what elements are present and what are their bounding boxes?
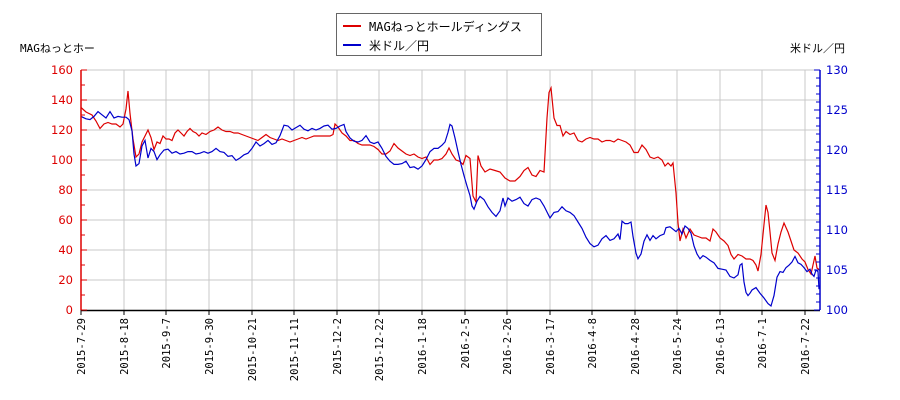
axes: 2015-7-29 2015-8-18 2015-9-7 2015-9-30 2015-… xyxy=(51,63,848,381)
left-tick-label: 0 xyxy=(66,303,73,317)
x-tick-label: 2016-7-22 xyxy=(800,318,812,375)
x-tick-label: 2016-3-17 xyxy=(545,318,557,375)
x-tick-label: 2016-2-5 xyxy=(460,318,472,369)
series-line-mag xyxy=(80,85,820,276)
right-tick-label: 130 xyxy=(826,63,848,77)
right-tick-label: 105 xyxy=(826,263,848,277)
right-axis-title: 米ドル／円 xyxy=(790,42,845,55)
right-tick-label: 115 xyxy=(826,183,848,197)
x-tick-label: 2015-7-29 xyxy=(76,318,88,375)
legend-label-mag: MAGねっとホールディングス xyxy=(369,19,522,34)
left-tick-label: 140 xyxy=(51,93,73,107)
left-tick-label: 60 xyxy=(58,213,73,227)
series-line-usdjpy xyxy=(80,110,820,308)
left-axis-title: MAGねっとホー xyxy=(20,42,95,55)
x-tick-label: 2016-1-18 xyxy=(417,318,429,375)
right-tick-label: 110 xyxy=(826,223,848,237)
x-tick-label: 2016-6-13 xyxy=(715,318,727,375)
grid-lines xyxy=(81,69,820,310)
x-tick-label: 2016-7-1 xyxy=(757,318,769,369)
x-tick-label: 2015-11-11 xyxy=(289,318,301,381)
left-tick-label: 80 xyxy=(58,183,73,197)
x-tick-label: 2016-4-8 xyxy=(587,318,599,369)
series-layer xyxy=(80,85,820,308)
x-tick-label: 2015-9-30 xyxy=(204,318,216,375)
legend-item-mag: MAGねっとホールディングス xyxy=(343,18,522,34)
legend-label-usdjpy: 米ドル／円 xyxy=(369,38,430,53)
left-tick-label: 20 xyxy=(58,273,73,287)
x-tick-label: 2015-12-2 xyxy=(332,318,344,375)
right-tick-label: 120 xyxy=(826,143,848,157)
right-tick-label: 125 xyxy=(826,103,848,117)
legend-swatch-blue xyxy=(343,44,361,46)
x-tick-label: 2015-8-18 xyxy=(119,318,131,375)
x-tick-label: 2015-10-21 xyxy=(247,318,259,381)
left-tick-label: 100 xyxy=(51,153,73,167)
x-tick-label: 2015-9-7 xyxy=(161,318,173,369)
x-tick-label: 2016-4-28 xyxy=(630,318,642,375)
x-tick-label: 2016-2-26 xyxy=(502,318,514,375)
left-tick-label: 120 xyxy=(51,123,73,137)
x-tick-label: 2016-5-24 xyxy=(672,318,684,375)
x-tick-label: 2015-12-22 xyxy=(374,318,386,381)
right-tick-label: 100 xyxy=(826,303,848,317)
legend-swatch-red xyxy=(343,25,361,27)
left-tick-label: 160 xyxy=(51,63,73,77)
left-tick-label: 40 xyxy=(58,243,73,257)
legend: MAGねっとホールディングス 米ドル／円 xyxy=(336,13,542,56)
legend-item-usdjpy: 米ドル／円 xyxy=(343,37,429,53)
